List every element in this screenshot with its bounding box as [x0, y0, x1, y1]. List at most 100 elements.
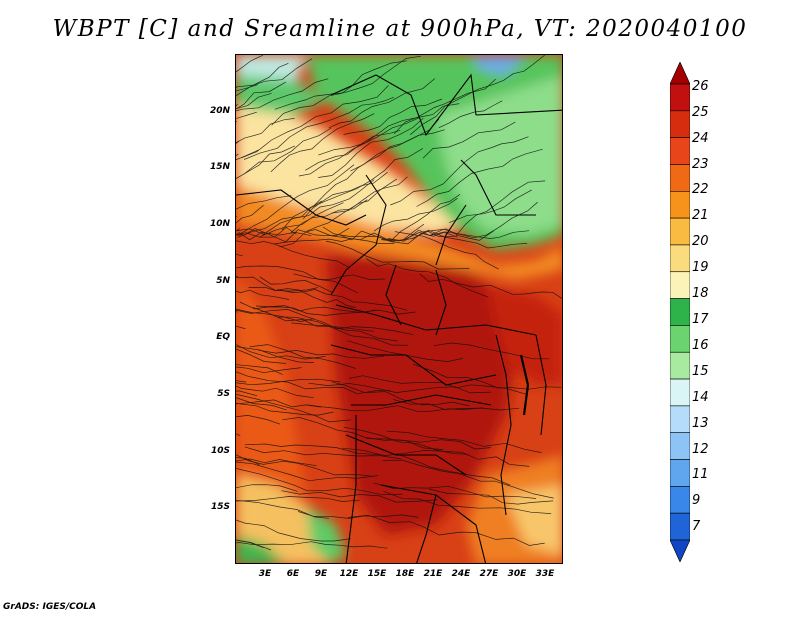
streamline — [236, 308, 315, 322]
lon-label-12e: 12E — [339, 569, 359, 579]
streamline — [236, 227, 350, 243]
streamline — [236, 55, 263, 73]
streamline — [390, 136, 529, 206]
streamline — [236, 265, 358, 294]
streamline — [236, 467, 403, 496]
streamline — [236, 454, 374, 477]
streamline — [313, 129, 445, 206]
streamline — [236, 415, 281, 425]
streamline — [249, 344, 356, 369]
wbpt-region-green-northwest — [236, 75, 326, 115]
streamline — [416, 148, 543, 207]
colorbar-label-15: 15 — [692, 364, 709, 379]
streamline — [273, 238, 395, 245]
streamline — [274, 55, 422, 110]
streamline — [393, 78, 496, 135]
streamline — [419, 273, 562, 299]
streamline — [243, 96, 395, 160]
colorbar-cell — [670, 298, 690, 326]
streamline — [349, 375, 528, 395]
streamline — [382, 229, 528, 249]
streamline — [236, 344, 326, 360]
streamline — [277, 289, 408, 311]
colorbar-label-18: 18 — [692, 286, 709, 301]
colorbar-label-19: 19 — [692, 260, 709, 275]
streamline — [236, 457, 260, 466]
streamline — [236, 385, 314, 399]
streamline — [331, 176, 408, 214]
colorbar-label-11: 11 — [692, 467, 709, 482]
lon-label-24e: 24E — [451, 569, 471, 579]
colorbar-cell — [670, 271, 690, 299]
colorbar-cell — [670, 137, 690, 165]
wbpt-field-map — [236, 55, 562, 563]
colorbar-label-22: 22 — [692, 182, 709, 197]
streamline — [305, 130, 401, 171]
lat-label-eq: EQ — [216, 332, 230, 342]
streamline — [347, 340, 463, 362]
streamline — [350, 118, 440, 172]
streamline — [236, 145, 296, 179]
streamline — [244, 446, 402, 460]
colorbar-label-16: 16 — [692, 338, 709, 353]
streamline — [241, 85, 389, 159]
streamline — [236, 111, 257, 119]
streamline — [255, 305, 416, 315]
streamline — [373, 482, 537, 499]
lat-label-15n: 15N — [209, 162, 230, 172]
streamline — [277, 316, 409, 346]
streamline — [411, 180, 546, 240]
streamline — [373, 197, 458, 232]
streamline — [331, 381, 470, 407]
wbpt-region-20-22 — [236, 185, 562, 280]
lon-label-15e: 15E — [367, 569, 387, 579]
streamline — [366, 437, 491, 450]
streamline — [236, 228, 266, 236]
colorbar-cell — [670, 217, 690, 246]
streamline — [428, 488, 554, 505]
streamline — [318, 117, 424, 178]
lon-label-27e: 27E — [479, 569, 499, 579]
wbpt-region-24-core-east — [486, 285, 562, 385]
streamline — [236, 289, 290, 300]
streamline — [236, 458, 317, 467]
colorbar-label-23: 23 — [692, 157, 709, 172]
colorbar-cell — [670, 164, 690, 192]
streamline — [259, 202, 344, 238]
colorbar-label-12: 12 — [692, 442, 709, 457]
colorbar-cell — [670, 325, 690, 353]
streamline — [236, 240, 350, 269]
lon-label-3e: 3E — [258, 569, 272, 579]
streamline — [236, 227, 297, 238]
colorbar — [670, 62, 690, 562]
lat-label-20n: 20N — [209, 106, 230, 116]
streamline — [236, 81, 286, 110]
streamline — [236, 371, 390, 395]
streamline — [236, 195, 292, 210]
lat-label-10s: 10S — [210, 446, 230, 456]
country-borders — [236, 73, 562, 563]
colorbar-label-17: 17 — [692, 312, 709, 327]
streamline — [410, 55, 545, 135]
colorbar-cell — [670, 459, 690, 487]
streamline — [325, 240, 470, 270]
streamline — [236, 496, 360, 502]
colorbar-cell — [670, 110, 690, 138]
streamline — [243, 127, 332, 175]
streamline — [248, 286, 356, 308]
colorbar-cell — [670, 486, 690, 514]
streamline — [236, 92, 272, 110]
streamline — [236, 84, 258, 92]
colorbar-label-13: 13 — [692, 416, 709, 431]
lat-label-10n: 10N — [209, 219, 230, 229]
streamline — [236, 366, 302, 374]
streamline — [290, 199, 368, 234]
streamline — [259, 276, 334, 294]
streamline — [386, 430, 542, 453]
streamline — [433, 342, 550, 360]
lon-label-30e: 30E — [507, 569, 527, 579]
colorbar-label-26: 26 — [692, 79, 709, 94]
streamline — [244, 443, 379, 456]
lat-label-15s: 15S — [210, 502, 230, 512]
streamline — [236, 402, 334, 416]
